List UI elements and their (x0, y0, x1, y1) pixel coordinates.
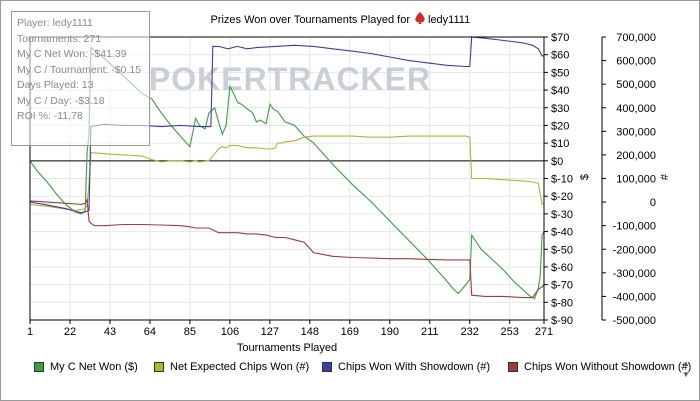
series-line-3 (29, 197, 545, 299)
legend-label-expected-chips: Net Expected Chips Won (#) (170, 361, 310, 373)
dollar-tick-label: $-60 (551, 262, 573, 274)
chips-tick-label: -300,000 (613, 268, 656, 280)
stat-per-day: My C / Day: -$3.18 (17, 94, 105, 107)
dollar-tick-label: $70 (551, 32, 569, 44)
stat-net-won: My C Net Won: -$41.39 (17, 48, 127, 60)
chart-title-group: Prizes Won over Tournaments Played for l… (210, 12, 470, 26)
stat-days-played: Days Played: 13 (17, 79, 94, 91)
legend-swatch-showdown (322, 362, 332, 372)
x-tick-label: 127 (261, 326, 279, 338)
dollar-tick-label: $-10 (551, 174, 573, 186)
chart-legend: My C Net Won ($) Net Expected Chips Won … (30, 359, 692, 379)
legend-scroll-up-icon[interactable]: ▲ (682, 359, 690, 368)
spade-icon (415, 12, 425, 24)
x-tick-label: 85 (184, 326, 196, 338)
dollar-tick-label: $20 (551, 120, 569, 132)
stat-per-tournament: My C / Tournament: -$0.15 (17, 63, 142, 76)
x-tick-label: 232 (461, 326, 479, 338)
chips-tick-label: 300,000 (616, 126, 656, 138)
watermark-logo: POKERTRACKER (149, 61, 431, 97)
chips-tick-label: 500,000 (616, 79, 656, 91)
legend-swatch-without-showdown (508, 362, 518, 372)
series-line-1 (29, 135, 545, 211)
stat-tournaments: Tournaments: 271 (17, 32, 102, 45)
legend-label-showdown: Chips Won With Showdown (#) (338, 361, 491, 373)
x-tick-label: 190 (381, 326, 399, 338)
stats-summary-box: Player: ledy1111 Tournaments: 271 My C N… (11, 11, 150, 146)
legend-item-showdown[interactable]: Chips Won With Showdown (#) (322, 361, 490, 373)
chart-title: Prizes Won over Tournaments Played for (210, 14, 410, 26)
legend-item-without-showdown[interactable]: Chips Won Without Showdown (#) (508, 361, 691, 373)
x-tick-label: 148 (301, 326, 319, 338)
x-tick-label: 22 (64, 326, 76, 338)
dollar-tick-label: $-50 (551, 244, 573, 256)
x-tick-label: 1 (27, 326, 33, 338)
legend-label-without-showdown: Chips Won Without Showdown (#) (524, 361, 692, 373)
dollar-tick-label: $-90 (551, 315, 573, 327)
dollar-tick-label: $0 (551, 156, 563, 168)
legend-swatch-net-won (34, 362, 44, 372)
chips-tick-label: -200,000 (613, 244, 656, 256)
legend-swatch-expected-chips (154, 362, 164, 372)
series-line-2 (29, 36, 544, 214)
chips-axis: 700,000 600,000 500,000 400,000 300,000 200,0… (601, 32, 656, 327)
dollar-tick-label: $-30 (551, 209, 573, 221)
chips-tick-label: -100,000 (613, 221, 656, 233)
x-axis: 1 22 43 64 85 106 127 148 169 190 211 232 253 271 (27, 320, 553, 338)
x-tick-label: 64 (144, 326, 156, 338)
chips-tick-label: 700,000 (616, 32, 656, 44)
x-axis-label: Tournaments Played (237, 342, 337, 354)
x-tick-label: 169 (341, 326, 359, 338)
x-tick-label: 43 (104, 326, 116, 338)
chips-tick-label: -500,000 (613, 315, 656, 327)
dollar-axis: $70 $60 $50 $40 $30 $20 $10 $0 $-10 $-20 $-30 $-40 $… (544, 32, 573, 327)
dollar-tick-label: $50 (551, 67, 569, 79)
x-tick-label: 211 (421, 326, 439, 338)
chips-tick-label: 0 (650, 197, 656, 209)
dollar-tick-label: $10 (551, 138, 569, 150)
dollar-tick-label: $-70 (551, 280, 573, 292)
chips-tick-label: 600,000 (616, 56, 656, 68)
dollar-tick-label: $-20 (551, 191, 573, 203)
x-tick-label: 106 (221, 326, 239, 338)
dollar-tick-label: $60 (551, 50, 569, 62)
legend-item-expected-chips[interactable]: Net Expected Chips Won (#) (154, 361, 309, 373)
dollar-tick-label: $-40 (551, 227, 573, 239)
stat-player: Player: ledy1111 (17, 17, 93, 29)
dollar-tick-label: $40 (551, 85, 569, 97)
x-tick-label: 271 (535, 326, 553, 338)
chips-tick-label: 100,000 (616, 174, 656, 186)
dollar-tick-label: $30 (551, 103, 569, 115)
x-tick-label: 253 (501, 326, 519, 338)
chips-tick-label: 400,000 (616, 103, 656, 115)
chart-title-player: ledy1111 (428, 14, 470, 26)
chips-tick-label: -400,000 (613, 291, 656, 303)
chips-axis-unit: # (659, 173, 671, 180)
stat-roi: ROI %: -11.78 (17, 110, 83, 122)
dollar-axis-unit: $ (579, 174, 591, 180)
chips-tick-label: 200,000 (616, 150, 656, 162)
legend-scroll-down-icon[interactable]: ▼ (682, 370, 690, 379)
dollar-tick-label: $-80 (551, 297, 573, 309)
legend-label-net-won: My C Net Won ($) (50, 361, 138, 373)
legend-item-net-won[interactable]: My C Net Won ($) (34, 361, 138, 373)
